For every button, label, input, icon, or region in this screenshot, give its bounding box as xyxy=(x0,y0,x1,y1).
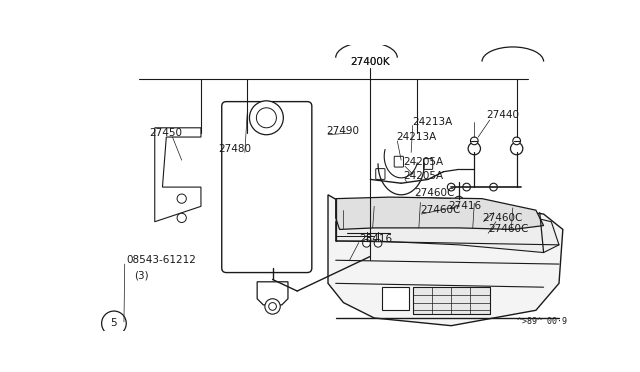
Circle shape xyxy=(513,137,520,145)
Text: 27450: 27450 xyxy=(149,128,182,138)
Polygon shape xyxy=(155,128,201,222)
Text: 28416: 28416 xyxy=(359,234,392,244)
FancyBboxPatch shape xyxy=(424,158,433,169)
Circle shape xyxy=(463,183,470,191)
Circle shape xyxy=(468,142,481,155)
Circle shape xyxy=(250,101,284,135)
Text: 08543-61212: 08543-61212 xyxy=(126,255,196,265)
Circle shape xyxy=(102,311,126,336)
Text: 27460C: 27460C xyxy=(414,188,454,198)
Text: 24205A: 24205A xyxy=(403,157,444,167)
Text: 27400K: 27400K xyxy=(351,57,390,67)
Circle shape xyxy=(269,302,276,310)
Circle shape xyxy=(374,240,382,247)
Circle shape xyxy=(470,137,478,145)
Text: 27440: 27440 xyxy=(486,110,519,121)
Polygon shape xyxy=(336,197,543,230)
Polygon shape xyxy=(257,282,288,305)
Text: 24205A: 24205A xyxy=(403,170,444,180)
Text: 27416: 27416 xyxy=(448,201,481,211)
Text: 27400K: 27400K xyxy=(351,57,390,67)
Circle shape xyxy=(265,299,280,314)
Polygon shape xyxy=(336,210,559,253)
FancyBboxPatch shape xyxy=(376,169,385,179)
Text: 27490: 27490 xyxy=(326,126,360,136)
Circle shape xyxy=(447,183,455,191)
Circle shape xyxy=(177,194,186,203)
Text: 27460C: 27460C xyxy=(420,205,461,215)
Bar xyxy=(382,287,409,310)
Circle shape xyxy=(490,183,497,191)
Text: (3): (3) xyxy=(134,271,148,280)
Text: 5: 5 xyxy=(111,318,117,328)
FancyBboxPatch shape xyxy=(221,102,312,273)
Text: 24213A: 24213A xyxy=(396,132,436,142)
Circle shape xyxy=(363,240,371,247)
Bar xyxy=(413,287,490,314)
Circle shape xyxy=(511,142,523,155)
Text: ^>89^ 00·9: ^>89^ 00·9 xyxy=(516,317,566,326)
Text: 24213A: 24213A xyxy=(413,117,453,126)
Text: 27460C: 27460C xyxy=(488,224,529,234)
Text: 27480: 27480 xyxy=(219,144,252,154)
Circle shape xyxy=(257,108,276,128)
Polygon shape xyxy=(328,195,563,326)
Circle shape xyxy=(454,196,463,206)
Text: 27460C: 27460C xyxy=(482,213,522,223)
Circle shape xyxy=(177,213,186,222)
FancyBboxPatch shape xyxy=(394,156,403,167)
